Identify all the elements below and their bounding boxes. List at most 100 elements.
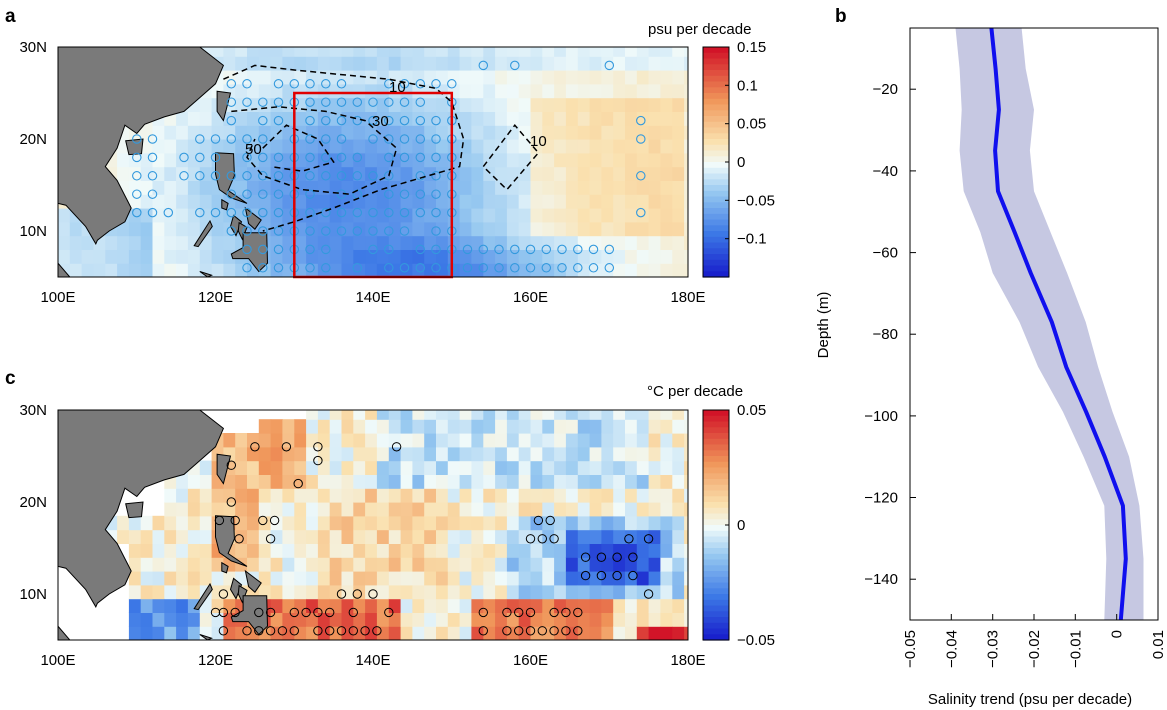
grid-cell (601, 235, 614, 250)
grid-cell (223, 263, 236, 277)
grid-cell (459, 97, 472, 112)
colorbar-segment (703, 173, 729, 180)
grid-cell (81, 249, 94, 264)
grid-cell (258, 460, 272, 475)
grid-cell (211, 263, 224, 277)
grid-cell (235, 166, 248, 181)
significance-circle (325, 626, 335, 636)
panel-c-colorbar-title: °C per decade (647, 383, 743, 400)
grid-cell (400, 543, 413, 558)
grid-cell (199, 125, 213, 140)
grid-cell (235, 502, 248, 517)
grid-cell (436, 626, 449, 640)
grid-cell (495, 235, 508, 250)
grid-cell (542, 152, 555, 168)
grid-cell (365, 488, 378, 503)
grid-cell (530, 410, 543, 420)
grid-cell (329, 433, 343, 448)
grid-cell (176, 598, 189, 613)
grid-cell (282, 557, 295, 572)
grid-cell (625, 249, 638, 264)
grid-cell (565, 460, 579, 475)
grid-cell (589, 446, 602, 462)
grid-cell (530, 56, 543, 71)
grid-cell (648, 180, 661, 195)
grid-cell (601, 111, 614, 126)
grid-cell (495, 598, 508, 613)
grid-cell (471, 612, 484, 627)
grid-cell (282, 180, 295, 195)
grid-cell (672, 249, 685, 264)
significance-circle (289, 607, 299, 618)
grid-cell (282, 194, 295, 209)
significance-circle (384, 115, 394, 126)
grid-cell (376, 47, 390, 57)
grid-cell (660, 47, 673, 57)
grid-cell (684, 433, 688, 448)
grid-cell (58, 235, 71, 250)
grid-cell (459, 221, 472, 237)
grid-cell (495, 47, 508, 57)
significance-circle (321, 134, 331, 144)
land-polygon-3 (125, 501, 144, 519)
grid-cell (211, 139, 224, 154)
grid-cell (648, 515, 661, 531)
grid-cell (660, 208, 673, 223)
grid-cell (672, 235, 685, 250)
grid-cell (152, 543, 165, 558)
grid-cell (636, 83, 650, 99)
grid-cell (613, 208, 626, 223)
grid-cell (152, 263, 165, 277)
grid-cell (530, 557, 543, 572)
grid-cell (365, 111, 378, 126)
significance-circle (368, 244, 378, 255)
grid-cell (152, 584, 165, 600)
grid-cell (329, 543, 343, 558)
grid-cell (565, 598, 579, 613)
significance-circle (399, 79, 410, 89)
colorbar-segment (703, 588, 729, 595)
colorbar-segment (703, 98, 729, 106)
significance-circle (305, 152, 315, 163)
grid-cell (601, 180, 614, 195)
grid-cell (672, 488, 685, 503)
grid-cell (247, 180, 260, 195)
grid-cell (518, 626, 532, 640)
grid-cell (306, 166, 319, 181)
grid-cell (495, 410, 508, 420)
grid-cell (483, 557, 496, 572)
grid-cell (341, 97, 354, 112)
colorbar-segment (703, 599, 729, 607)
grid-cell (436, 433, 449, 448)
land-polygon-11 (199, 634, 214, 640)
grid-cell (625, 584, 638, 600)
grid-cell (483, 70, 496, 85)
grid-cell (625, 557, 638, 572)
grid-cell (648, 221, 661, 237)
grid-cell (412, 263, 425, 277)
grid-cell (589, 598, 602, 613)
grid-cell (341, 543, 354, 558)
grid-cell (211, 626, 224, 640)
grid-cell (565, 208, 579, 223)
grid-cell (625, 194, 638, 209)
grid-cell (294, 502, 307, 517)
grid-cell (270, 460, 283, 475)
grid-cell (660, 166, 673, 181)
grid-cell (365, 152, 378, 168)
grid-cell (235, 83, 248, 99)
grid-cell (140, 584, 154, 600)
grid-cell (247, 488, 260, 503)
grid-cell (282, 249, 295, 264)
grid-cell (636, 626, 650, 640)
grid-cell (495, 571, 508, 586)
grid-cell (601, 529, 614, 544)
significance-circle (195, 134, 205, 144)
significance-circle (273, 189, 284, 199)
x-tick-label: 120E (198, 289, 233, 306)
significance-circle (242, 244, 252, 255)
grid-cell (636, 111, 650, 126)
grid-cell (613, 410, 626, 420)
grid-cell (601, 221, 614, 237)
grid-cell (518, 460, 532, 475)
